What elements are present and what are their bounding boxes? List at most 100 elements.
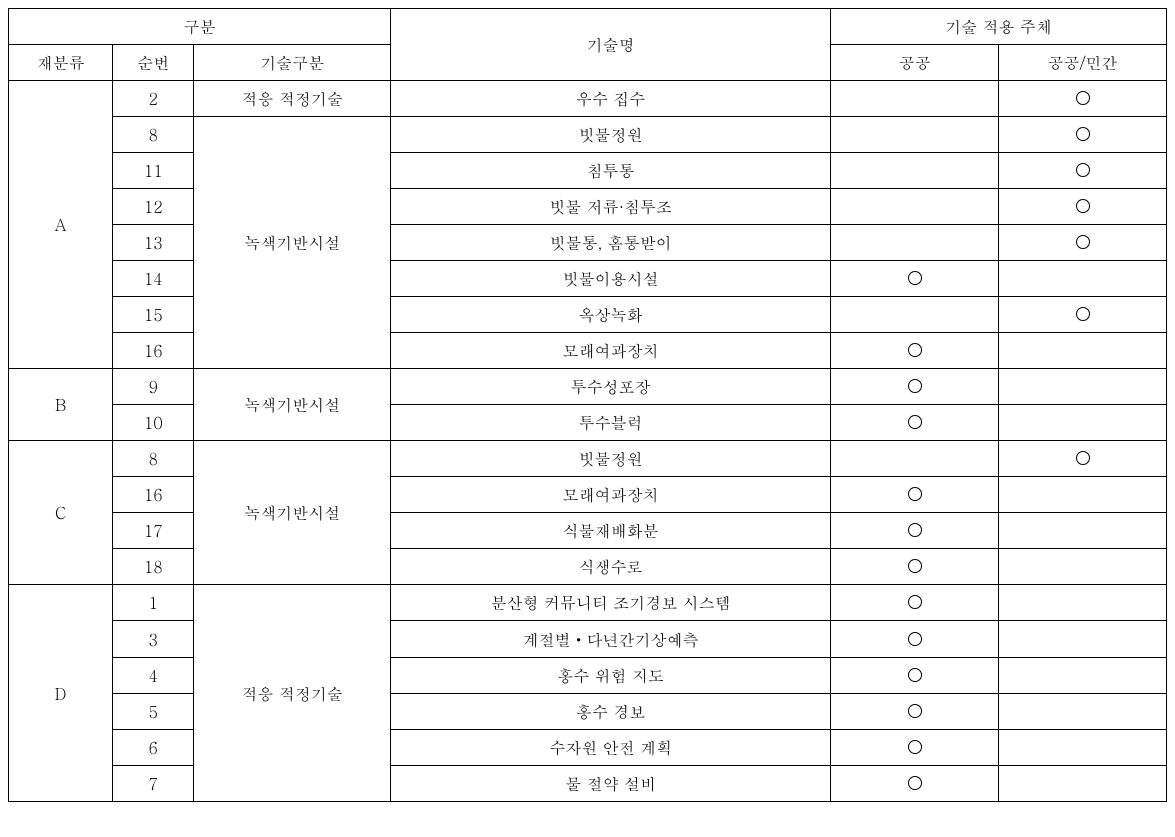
cell-mixed xyxy=(999,513,1167,549)
tech-classification-table: 구분 기술명 기술 적용 주체 재분류 순번 기술구분 공공 공공/민간 A2적… xyxy=(8,8,1167,802)
cell-tech-name: 침투통 xyxy=(391,153,831,189)
cell-public xyxy=(831,441,999,477)
cell-mixed xyxy=(999,81,1167,117)
cell-tech-category: 녹색기반시설 xyxy=(194,441,391,585)
table-row: 13 빗물통, 홈통받이 xyxy=(9,225,1167,261)
header-category-group: 구분 xyxy=(9,9,391,45)
cell-num: 2 xyxy=(113,81,194,117)
cell-num: 14 xyxy=(113,261,194,297)
cell-mixed xyxy=(999,694,1167,730)
cell-public xyxy=(831,549,999,585)
table-header: 구분 기술명 기술 적용 주체 재분류 순번 기술구분 공공 공공/민간 xyxy=(9,9,1167,81)
table-row: 4홍수 위험 지도 xyxy=(9,658,1167,694)
cell-tech-name: 분산형 커뮤니티 조기경보 시스템 xyxy=(391,585,831,621)
cell-tech-name: 수자원 안전 계획 xyxy=(391,730,831,766)
cell-num: 11 xyxy=(113,153,194,189)
cell-tech-category: 녹색기반시설 xyxy=(194,369,391,441)
cell-tech-name: 계절별・다년간기상예측 xyxy=(391,621,831,658)
cell-mixed xyxy=(999,153,1167,189)
cell-mixed xyxy=(999,585,1167,621)
circle-mark-icon xyxy=(908,559,922,573)
table-row: C8녹색기반시설빗물정원 xyxy=(9,441,1167,477)
cell-mixed xyxy=(999,369,1167,405)
header-agent-group: 기술 적용 주체 xyxy=(831,9,1167,45)
circle-mark-icon xyxy=(1076,307,1090,321)
cell-category: C xyxy=(9,441,113,585)
cell-mixed xyxy=(999,658,1167,694)
cell-num: 8 xyxy=(113,117,194,153)
cell-mixed xyxy=(999,261,1167,297)
cell-mixed xyxy=(999,117,1167,153)
table-row: 10 투수블럭 xyxy=(9,405,1167,441)
cell-tech-category: 적응 적정기술 xyxy=(194,585,391,802)
cell-mixed xyxy=(999,225,1167,261)
cell-num: 13 xyxy=(113,225,194,261)
cell-num: 15 xyxy=(113,297,194,333)
cell-public xyxy=(831,730,999,766)
cell-tech-name: 빗물이용시설 xyxy=(391,261,831,297)
table-row: A2적응 적정기술우수 집수 xyxy=(9,81,1167,117)
cell-tech-name: 식물재배화분 xyxy=(391,513,831,549)
cell-tech-name: 물 절약 설비 xyxy=(391,766,831,802)
circle-mark-icon xyxy=(1076,163,1090,177)
cell-public xyxy=(831,513,999,549)
cell-public xyxy=(831,585,999,621)
table-row: 16모래여과장치 xyxy=(9,333,1167,369)
cell-num: 3 xyxy=(113,621,194,658)
circle-mark-icon xyxy=(1076,451,1090,465)
cell-public xyxy=(831,694,999,730)
cell-public xyxy=(831,225,999,261)
cell-public xyxy=(831,621,999,658)
table-row: D1적응 적정기술분산형 커뮤니티 조기경보 시스템 xyxy=(9,585,1167,621)
cell-public xyxy=(831,189,999,225)
cell-num: 9 xyxy=(113,369,194,405)
cell-public xyxy=(831,297,999,333)
cell-num: 6 xyxy=(113,730,194,766)
table-row: 17식물재배화분 xyxy=(9,513,1167,549)
header-num: 순번 xyxy=(113,45,194,81)
circle-mark-icon xyxy=(908,740,922,754)
header-category: 재분류 xyxy=(9,45,113,81)
cell-public xyxy=(831,369,999,405)
cell-tech-name: 투수블럭 xyxy=(391,405,831,441)
cell-tech-name: 모래여과장치 xyxy=(391,333,831,369)
cell-num: 7 xyxy=(113,766,194,802)
cell-public xyxy=(831,81,999,117)
cell-tech-name: 빗물통, 홈통받이 xyxy=(391,225,831,261)
circle-mark-icon xyxy=(908,632,922,646)
cell-public xyxy=(831,261,999,297)
circle-mark-icon xyxy=(908,523,922,537)
cell-tech-category: 녹색기반시설 xyxy=(194,117,391,369)
circle-mark-icon xyxy=(1076,235,1090,249)
header-public: 공공 xyxy=(831,45,999,81)
table-row: 8녹색기반시설빗물정원 xyxy=(9,117,1167,153)
cell-category: B xyxy=(9,369,113,441)
cell-public xyxy=(831,766,999,802)
cell-public xyxy=(831,658,999,694)
header-tech-name: 기술명 xyxy=(391,9,831,81)
circle-mark-icon xyxy=(1076,127,1090,141)
table-body: A2적응 적정기술우수 집수8녹색기반시설빗물정원11침투통12빗물 저류·침투… xyxy=(9,81,1167,802)
cell-public xyxy=(831,405,999,441)
table-row: 3 계절별・다년간기상예측 xyxy=(9,621,1167,658)
cell-num: 5 xyxy=(113,694,194,730)
table-row: 11 침투통 xyxy=(9,153,1167,189)
cell-mixed xyxy=(999,189,1167,225)
circle-mark-icon xyxy=(908,776,922,790)
cell-tech-name: 모래여과장치 xyxy=(391,477,831,513)
cell-mixed xyxy=(999,333,1167,369)
cell-num: 10 xyxy=(113,405,194,441)
cell-num: 1 xyxy=(113,585,194,621)
cell-tech-name: 옥상녹화 xyxy=(391,297,831,333)
table-row: 12 빗물 저류·침투조 xyxy=(9,189,1167,225)
cell-tech-name: 빗물 저류·침투조 xyxy=(391,189,831,225)
cell-public xyxy=(831,117,999,153)
cell-mixed xyxy=(999,730,1167,766)
cell-mixed xyxy=(999,477,1167,513)
cell-public xyxy=(831,477,999,513)
circle-mark-icon xyxy=(908,343,922,357)
cell-num: 12 xyxy=(113,189,194,225)
header-public-private: 공공/민간 xyxy=(999,45,1167,81)
table-row: 16모래여과장치 xyxy=(9,477,1167,513)
table-row: 14 빗물이용시설 xyxy=(9,261,1167,297)
